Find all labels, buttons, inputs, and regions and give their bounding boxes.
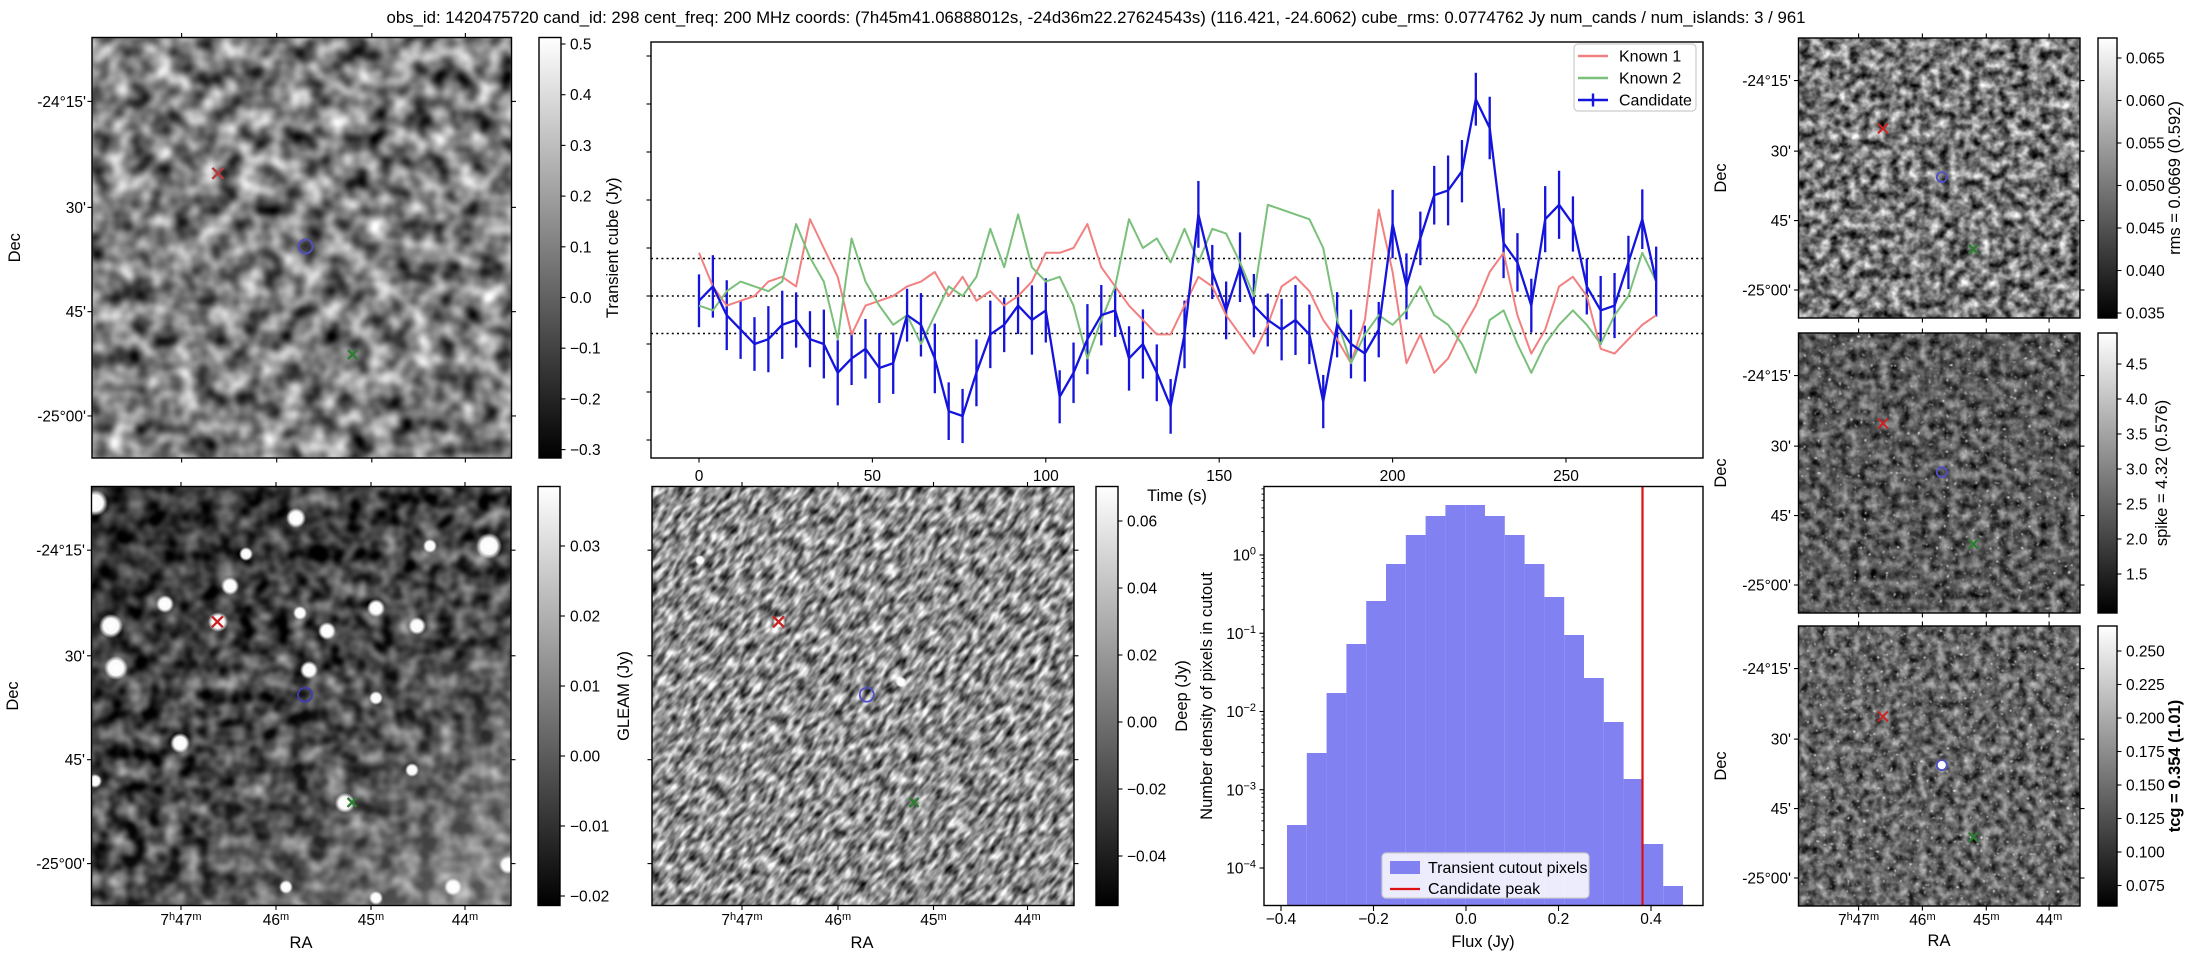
svg-text:-24°15': -24°15' — [1742, 368, 1791, 385]
svg-text:−0.1: −0.1 — [570, 341, 601, 358]
svg-text:0.175: 0.175 — [2126, 744, 2165, 761]
svg-text:0.01: 0.01 — [570, 679, 600, 696]
svg-text:rms = 0.0669 (0.592): rms = 0.0669 (0.592) — [2166, 101, 2184, 255]
svg-text:Known 2: Known 2 — [1619, 71, 1681, 88]
svg-text:−0.02: −0.02 — [1127, 782, 1166, 799]
svg-text:30': 30' — [65, 648, 85, 665]
svg-text:RA: RA — [1928, 932, 1951, 950]
svg-text:150: 150 — [1206, 468, 1232, 485]
svg-text:0.04: 0.04 — [1127, 581, 1158, 598]
svg-text:0.00: 0.00 — [570, 749, 601, 766]
svg-text:0.045: 0.045 — [2126, 221, 2165, 238]
svg-text:0.00: 0.00 — [1127, 715, 1158, 732]
svg-text:45': 45' — [1771, 801, 1791, 818]
svg-text:Number density of pixels in cu: Number density of pixels in cutout — [1198, 572, 1216, 820]
svg-text:0.055: 0.055 — [2126, 136, 2165, 153]
svg-text:0.0: 0.0 — [1455, 911, 1477, 928]
svg-text:tcg = 0.354 (1.01): tcg = 0.354 (1.01) — [2166, 700, 2184, 833]
svg-text:Transient cube (Jy): Transient cube (Jy) — [604, 177, 622, 318]
svg-text:-25°00': -25°00' — [1742, 578, 1791, 595]
svg-text:45': 45' — [65, 752, 85, 769]
svg-text:3.0: 3.0 — [2126, 462, 2148, 479]
svg-text:0.100: 0.100 — [2126, 845, 2165, 862]
svg-text:Dec: Dec — [6, 233, 24, 262]
svg-text:45': 45' — [1771, 213, 1791, 230]
svg-text:0.075: 0.075 — [2126, 878, 2165, 895]
svg-text:2.0: 2.0 — [2126, 532, 2148, 549]
svg-text:30': 30' — [66, 200, 86, 217]
svg-text:0.050: 0.050 — [2126, 178, 2165, 195]
svg-text:0.035: 0.035 — [2126, 306, 2165, 323]
svg-text:0.250: 0.250 — [2126, 644, 2165, 661]
svg-text:0.0: 0.0 — [570, 290, 592, 307]
svg-text:0.3: 0.3 — [570, 138, 592, 155]
svg-text:0: 0 — [695, 468, 704, 485]
svg-text:0.040: 0.040 — [2126, 263, 2165, 280]
svg-text:0.225: 0.225 — [2126, 677, 2165, 694]
svg-text:Candidate: Candidate — [1619, 93, 1692, 110]
svg-text:Deep (Jy): Deep (Jy) — [1173, 660, 1191, 732]
svg-text:−0.2: −0.2 — [570, 391, 601, 408]
svg-text:GLEAM (Jy): GLEAM (Jy) — [615, 651, 633, 741]
svg-text:Known 1: Known 1 — [1619, 49, 1681, 66]
svg-text:Dec: Dec — [1712, 458, 1730, 487]
svg-text:0.2: 0.2 — [570, 189, 592, 206]
svg-text:0.4: 0.4 — [1640, 911, 1662, 928]
svg-text:50: 50 — [864, 468, 882, 485]
svg-text:−0.3: −0.3 — [570, 442, 601, 459]
svg-text:Dec: Dec — [4, 681, 22, 710]
svg-text:RA: RA — [851, 934, 874, 952]
svg-text:Transient cutout pixels: Transient cutout pixels — [1428, 860, 1587, 877]
svg-text:0.5: 0.5 — [570, 37, 592, 54]
svg-text:-25°00': -25°00' — [1742, 283, 1791, 300]
svg-text:45': 45' — [66, 304, 86, 321]
svg-text:0.03: 0.03 — [570, 539, 600, 556]
svg-text:0.2: 0.2 — [1548, 911, 1570, 928]
svg-text:Dec: Dec — [1712, 751, 1730, 780]
svg-text:-24°15': -24°15' — [37, 94, 86, 111]
svg-text:0.060: 0.060 — [2126, 93, 2165, 110]
svg-text:45': 45' — [1771, 508, 1791, 525]
svg-text:Time (s): Time (s) — [1147, 487, 1207, 505]
svg-text:4.0: 4.0 — [2126, 392, 2148, 409]
svg-text:250: 250 — [1553, 468, 1579, 485]
svg-text:4.5: 4.5 — [2126, 357, 2148, 374]
svg-text:−0.4: −0.4 — [1266, 911, 1297, 928]
svg-text:obs_id: 1420475720 cand_id: 29: obs_id: 1420475720 cand_id: 298 cent_fre… — [387, 8, 1806, 27]
svg-text:0.150: 0.150 — [2126, 778, 2165, 795]
svg-text:100: 100 — [1033, 468, 1059, 485]
svg-text:-24°15': -24°15' — [1742, 73, 1791, 90]
svg-text:30': 30' — [1771, 144, 1791, 161]
svg-text:Dec: Dec — [1712, 163, 1730, 192]
svg-text:-25°00': -25°00' — [37, 408, 86, 425]
svg-text:0.125: 0.125 — [2126, 811, 2165, 828]
svg-text:Candidate peak: Candidate peak — [1428, 881, 1541, 898]
svg-text:200: 200 — [1380, 468, 1406, 485]
svg-text:1.5: 1.5 — [2126, 567, 2148, 584]
svg-text:spike = 4.32 (0.576): spike = 4.32 (0.576) — [2153, 400, 2171, 546]
svg-text:2.5: 2.5 — [2126, 497, 2148, 514]
svg-text:30': 30' — [1771, 732, 1791, 749]
svg-text:0.02: 0.02 — [570, 609, 600, 626]
svg-text:0.200: 0.200 — [2126, 711, 2165, 728]
svg-text:-25°00': -25°00' — [36, 856, 85, 873]
svg-text:0.4: 0.4 — [570, 87, 592, 104]
svg-text:30': 30' — [1771, 439, 1791, 456]
svg-text:0.06: 0.06 — [1127, 514, 1157, 531]
svg-text:RA: RA — [290, 934, 313, 952]
svg-text:3.5: 3.5 — [2126, 427, 2148, 444]
svg-text:−0.02: −0.02 — [570, 889, 609, 906]
svg-text:-24°15': -24°15' — [1742, 661, 1791, 678]
svg-text:−0.04: −0.04 — [1127, 849, 1167, 866]
svg-text:-24°15': -24°15' — [36, 543, 85, 560]
svg-text:0.02: 0.02 — [1127, 648, 1157, 665]
svg-text:−0.2: −0.2 — [1358, 911, 1389, 928]
svg-text:0.1: 0.1 — [570, 239, 592, 256]
svg-text:0.065: 0.065 — [2126, 51, 2165, 68]
svg-text:Flux (Jy): Flux (Jy) — [1451, 933, 1514, 951]
svg-text:-25°00': -25°00' — [1742, 871, 1791, 888]
svg-text:−0.01: −0.01 — [570, 819, 609, 836]
